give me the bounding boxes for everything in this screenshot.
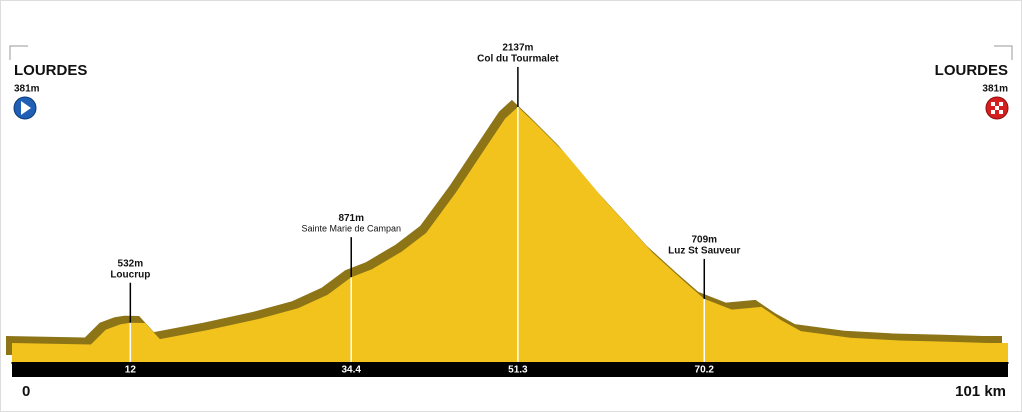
- climb-elevation: 532m: [118, 258, 144, 269]
- finish-icon: [985, 96, 1009, 120]
- climb-elevation: 871m: [338, 213, 364, 224]
- finish-name: LOURDES: [935, 62, 1008, 79]
- start-name: LOURDES: [14, 62, 87, 79]
- climb-name: Col du Tourmalet: [477, 54, 559, 65]
- x-tick-label: 70.2: [695, 365, 715, 376]
- climb-elevation: 709m: [691, 235, 717, 246]
- climb-name: Sainte Marie de Campan: [301, 224, 401, 234]
- climb-elevation: 2137m: [502, 43, 533, 54]
- x-tick-label: 0: [22, 383, 30, 400]
- corner-brackets: [9, 45, 1013, 60]
- plot: [6, 99, 1008, 363]
- distance-bar: [12, 362, 1008, 377]
- x-tick-label: 101 km: [955, 383, 1006, 400]
- climb-name: Luz St Sauveur: [668, 246, 740, 257]
- profile-area: [12, 106, 1008, 363]
- start-elevation: 381m: [14, 84, 40, 95]
- x-tick-label: 51.3: [508, 365, 528, 376]
- finish-elevation: 381m: [982, 84, 1008, 95]
- start-icon: [13, 96, 37, 120]
- x-tick-label: 12: [125, 365, 137, 376]
- x-tick-label: 34.4: [341, 365, 361, 376]
- climb-name: Loucrup: [110, 269, 150, 280]
